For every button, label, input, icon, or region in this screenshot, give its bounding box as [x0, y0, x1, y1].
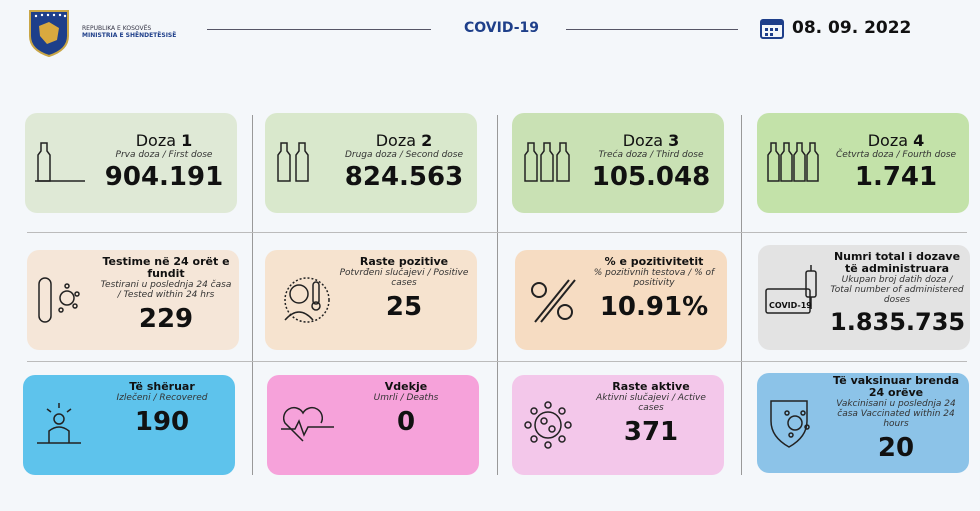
dose-4-card: Doza 4 Četvrta doza / Fourth dose 1.741 [757, 113, 969, 213]
report-date: 08. 09. 2022 [792, 18, 912, 38]
kosovo-emblem-logo [27, 8, 71, 58]
vaccine-certificate-icon: COVID-19 [764, 265, 824, 325]
card-value: 20 [877, 433, 915, 463]
org-line-2: MINISTRIA E SHËNDETËSISË [82, 32, 177, 39]
recovered-person-icon [33, 395, 93, 455]
test-tube-virus-icon [37, 270, 97, 330]
card-title: % e pozitivitetit [604, 255, 704, 268]
dose-value: 105.048 [591, 162, 711, 192]
dose-1-card: Doza 1 Prva doza / First dose 904.191 [25, 113, 237, 213]
dose-value: 1.741 [854, 162, 938, 192]
deaths-card: Vdekje Umrli / Deaths 0 [267, 375, 479, 475]
card-title: Vdekje [384, 380, 428, 393]
tests-card: Testime në 24 orët e fundit Testirani u p… [27, 250, 239, 350]
dose-3-card: Doza 3 Treća doza / Third dose 105.048 [512, 113, 724, 213]
card-subtitle: % pozitivnih testova / % of positivity [593, 268, 715, 288]
card-value: 371 [623, 417, 679, 447]
card-title: Raste pozitive [359, 255, 449, 268]
percent-icon [525, 270, 585, 330]
card-value: 25 [385, 292, 423, 322]
dose-subtitle: Prva doza / First dose [115, 150, 213, 160]
dose-2-card: Doza 2 Druga doza / Second dose 824.563 [265, 113, 477, 213]
org-line-1: REPUBLIKA E KOSOVËS [82, 25, 152, 32]
vaccinated-24h-card: Të vaksinuar brenda 24 orëve Vakcinisani … [757, 373, 969, 473]
card-subtitle: Umrli / Deaths [373, 393, 439, 403]
card-value: 1.835.735 [830, 308, 966, 336]
total-doses-card: COVID-19 Numri total i dozave të adminis… [758, 245, 970, 350]
dose-value: 824.563 [344, 162, 464, 192]
card-title: Testime në 24 orët e fundit [102, 255, 230, 280]
dose-subtitle: Druga doza / Second dose [344, 150, 464, 160]
positive-cases-card: Raste pozitive Potvrđeni slučajevi / Posi… [265, 250, 477, 350]
shield-virus-icon [767, 393, 827, 453]
recovered-card: Të shëruar Izlečeni / Recovered 190 [23, 375, 235, 475]
positivity-card: % e pozitivitetit% pozitivnih testova / … [515, 250, 727, 350]
card-title: Numri total i dozave të administruara [833, 250, 961, 275]
dose-value: 904.191 [104, 162, 224, 192]
card-subtitle: Vakcinisani u poslednja 24 časa Vaccinat… [836, 399, 956, 429]
two-vials-icon [275, 133, 335, 193]
dose-subtitle: Četvrta doza / Fourth dose [835, 150, 957, 160]
card-subtitle: Potvrđeni slučajevi / Positive cases [339, 268, 469, 288]
card-title: Të vaksinuar brenda 24 orëve [832, 374, 960, 399]
virus-icon [522, 395, 582, 455]
vial-icon [35, 133, 95, 193]
heartbeat-icon [277, 395, 337, 455]
card-subtitle: Izlečeni / Recovered [116, 393, 208, 403]
sick-person-thermometer-icon [275, 270, 335, 330]
card-subtitle: Testirani u poslednja 24 časa / Tested w… [100, 280, 232, 300]
card-title: Raste aktive [612, 380, 690, 393]
covid-19-badge: COVID-19 [769, 301, 812, 310]
card-subtitle: Ukupan broj datih doza / Total number of… [830, 275, 964, 305]
dose-subtitle: Treća doza / Third dose [598, 150, 704, 160]
four-vials-icon [767, 133, 827, 193]
card-value: 10.91% [599, 292, 709, 322]
card-value: 190 [134, 407, 190, 437]
covid-title: COVID-19 [464, 20, 540, 36]
card-value: 0 [396, 407, 416, 437]
active-cases-card: Raste aktive Aktivni slučajevi / Active c… [512, 375, 724, 475]
three-vials-icon [522, 133, 582, 193]
calendar-icon [760, 17, 784, 39]
card-subtitle: Aktivni slučajevi / Active cases [596, 393, 706, 413]
card-value: 229 [138, 304, 194, 334]
card-title: Të shëruar [129, 380, 195, 393]
